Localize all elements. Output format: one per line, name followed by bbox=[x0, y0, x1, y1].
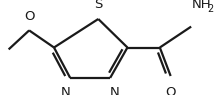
Text: N: N bbox=[110, 86, 119, 95]
Text: O: O bbox=[165, 86, 176, 95]
Text: S: S bbox=[94, 0, 102, 11]
Text: 2: 2 bbox=[207, 4, 214, 14]
Text: O: O bbox=[24, 10, 34, 23]
Text: NH: NH bbox=[192, 0, 212, 11]
Text: N: N bbox=[60, 86, 70, 95]
